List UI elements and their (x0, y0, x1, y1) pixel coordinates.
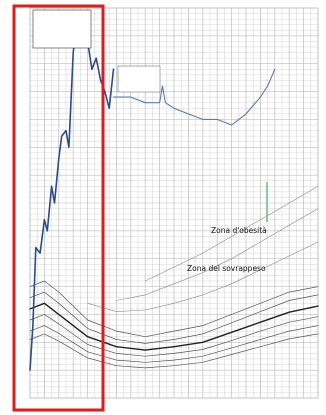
reference-curve-upper (87, 241, 319, 312)
reference-curve (29, 280, 319, 338)
patient-curves (29, 29, 276, 371)
reference-curve (29, 333, 319, 369)
reference-curve-median (29, 302, 319, 351)
annotation-box-frame (117, 65, 161, 93)
reference-curve-upper (144, 186, 319, 282)
vertical-marker (266, 182, 268, 222)
reference-curve-upper (116, 208, 319, 301)
zone-label-obesity: Zona d'obesità (211, 226, 267, 235)
legend-box-frame (32, 9, 92, 49)
patient-curve (29, 29, 115, 371)
reference-curves (29, 186, 319, 369)
patient-curve-continuation (112, 68, 276, 126)
reference-curve (29, 314, 319, 357)
reference-curve (29, 325, 319, 363)
zone-label-overweight: Zona del sovrappeso (187, 264, 266, 273)
annotation-box (117, 65, 161, 93)
highlight-rectangle (12, 4, 105, 412)
reference-curve (29, 291, 319, 344)
legend-box (32, 9, 92, 49)
